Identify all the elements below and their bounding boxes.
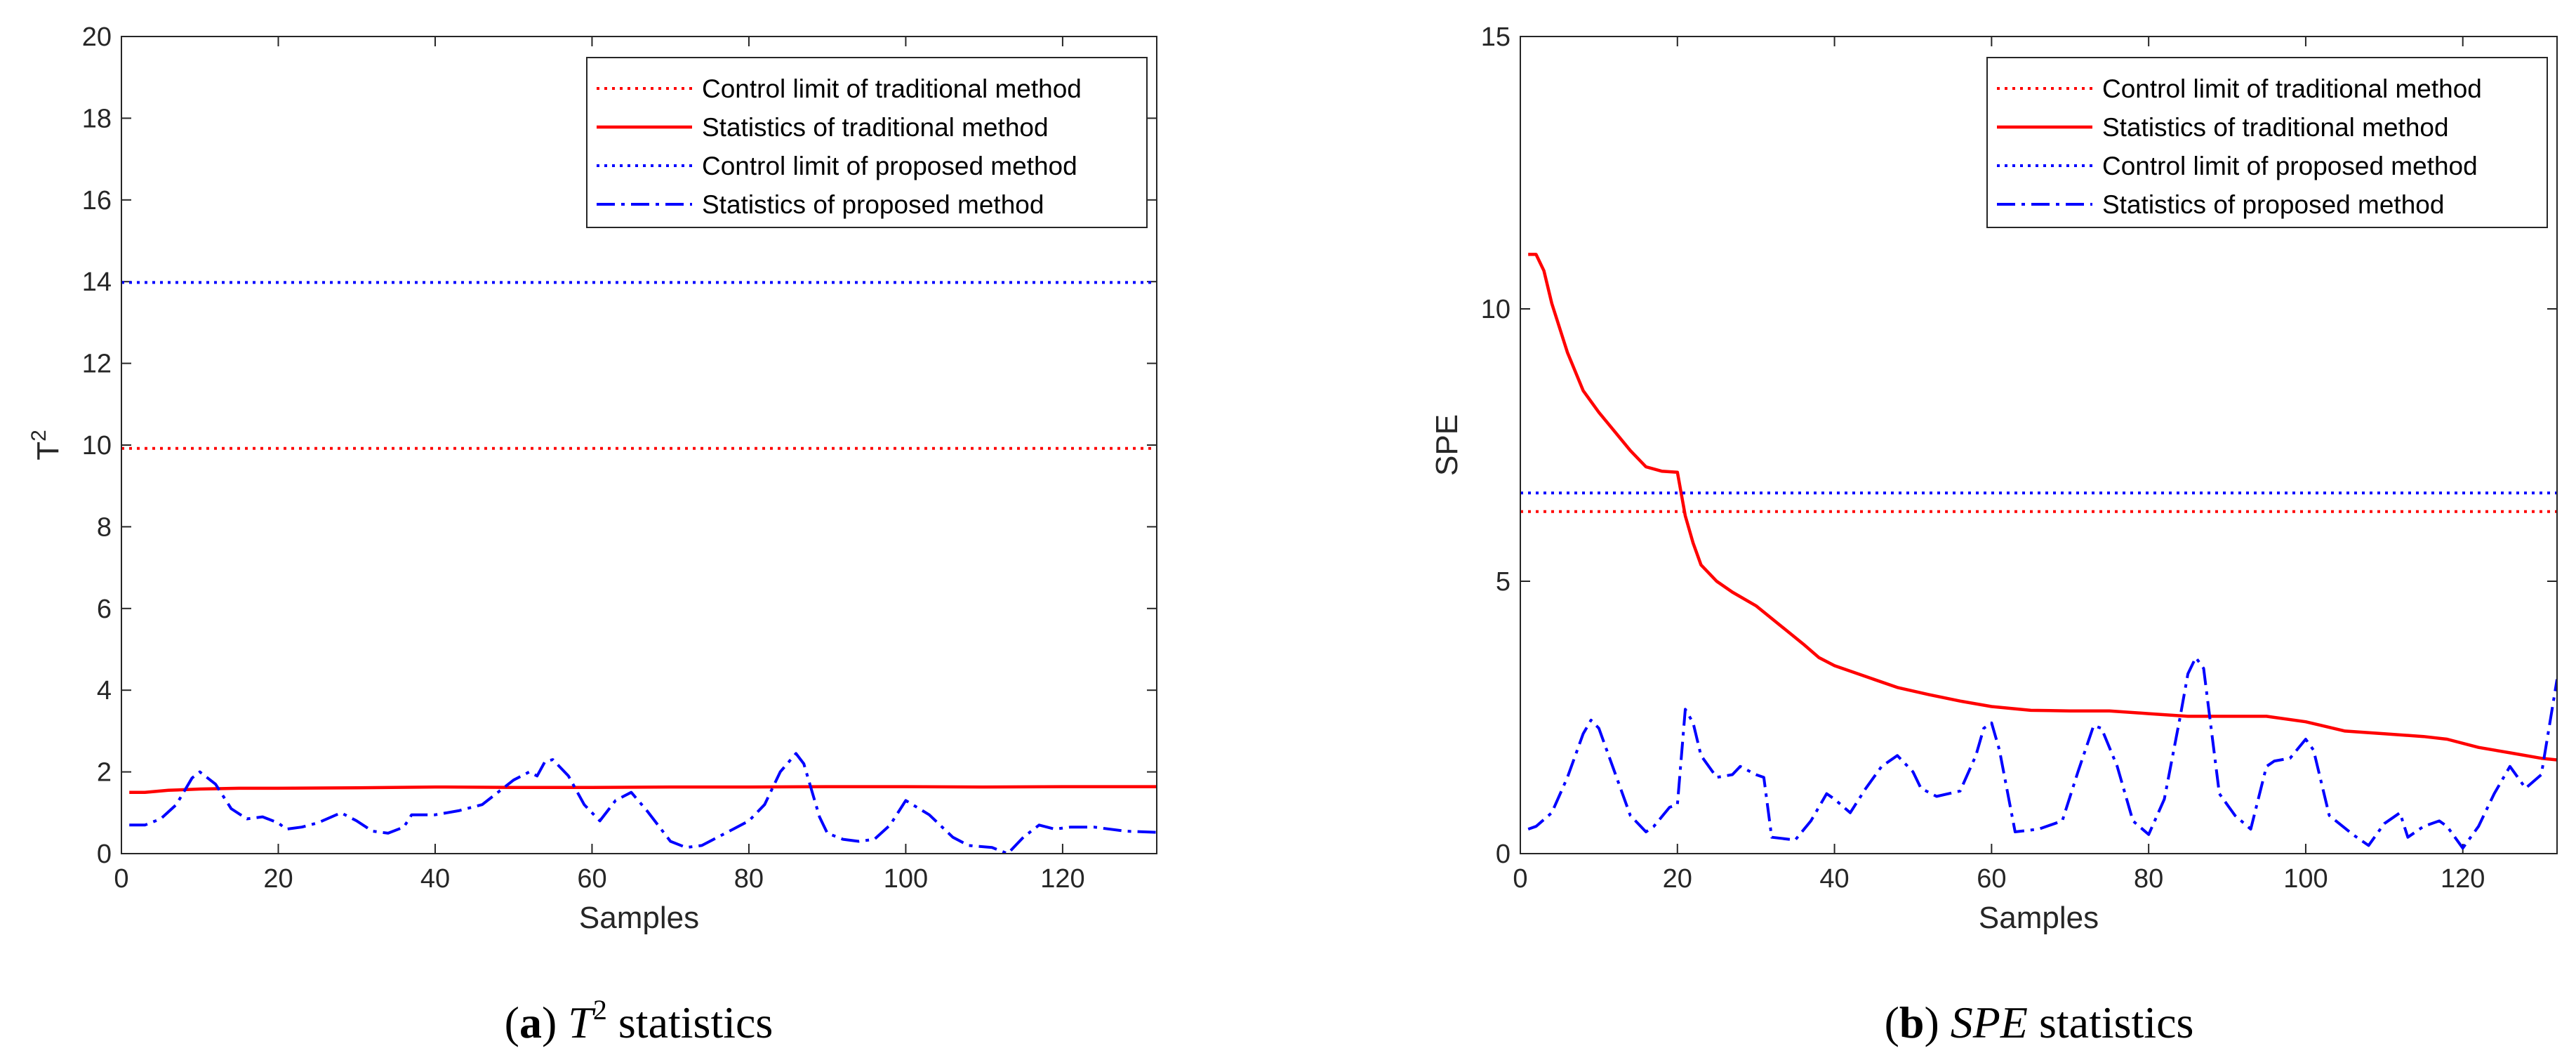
x-tick-label: 0	[1513, 864, 1527, 894]
caption-letter: a	[519, 998, 542, 1047]
y-tick-label: 16	[82, 186, 112, 216]
legend-label: Statistics of proposed method	[2102, 190, 2444, 219]
caption-paren-open: (	[505, 998, 519, 1047]
y-axis-label-superscript: 2	[27, 430, 51, 442]
y-tick-label: 0	[97, 840, 112, 869]
x-tick-label: 40	[1819, 864, 1849, 894]
caption-paren-close: )	[542, 998, 568, 1047]
legend-label: Statistics of traditional method	[702, 113, 1049, 142]
x-tick-label: 120	[1040, 864, 1084, 894]
caption-rest: statistics	[607, 998, 773, 1047]
y-tick-label: 5	[1496, 567, 1511, 597]
caption-symbol: T	[568, 998, 596, 1047]
x-tick-label: 120	[2441, 864, 2485, 894]
caption-superscript: 2	[593, 994, 607, 1026]
legend-label: Statistics of proposed method	[702, 190, 1044, 219]
y-tick-label: 6	[97, 595, 112, 624]
legend-label: Control limit of traditional method	[702, 74, 1082, 103]
y-axis-label-main: SPE	[1430, 414, 1464, 476]
series-line-statistics-of-traditional-method	[1528, 253, 2557, 762]
x-axis-label: Samples	[579, 901, 699, 935]
caption-paren-open: (	[1885, 998, 1899, 1047]
axes-frame	[1520, 36, 2558, 854]
x-tick-label: 20	[1663, 864, 1692, 894]
series-line-statistics-of-traditional-method	[129, 785, 1157, 794]
x-tick-label: 100	[2283, 864, 2328, 894]
legend-label: Control limit of traditional method	[2102, 74, 2482, 103]
legend-box	[1986, 57, 2548, 228]
legend-box	[586, 57, 1148, 228]
legend-label: Statistics of traditional method	[2102, 113, 2449, 142]
x-tick-label: 60	[577, 864, 606, 894]
y-tick-label: 0	[1496, 840, 1511, 869]
panel-b-spe-chart: 0 20 40 60 80 100 120 0 5 10 15 Samples SPE Control l…	[1430, 22, 2558, 1047]
y-tick-label: 4	[97, 676, 112, 705]
axes-frame	[121, 36, 1157, 854]
legend-label: Control limit of proposed method	[2102, 152, 2478, 180]
legend: Control limit of traditional method Stati…	[1986, 57, 2548, 228]
y-axis-label: T2	[27, 430, 65, 461]
x-tick-label: 80	[2134, 864, 2163, 894]
x-tick-label: 60	[1977, 864, 2006, 894]
series-line-statistics-of-proposed-method	[129, 752, 1157, 854]
panel-a-t2-chart: 0 20 40 60 80 100 120 0 2 4 6 8 10 12 14 16 18 20 Samples T…	[27, 22, 1157, 1047]
x-tick-label: 40	[420, 864, 450, 894]
series-line-statistics-of-proposed-method	[1527, 656, 2557, 850]
panel-caption: (a) T2 statistics	[505, 994, 774, 1047]
caption-rest: statistics	[2028, 998, 2193, 1047]
y-tick-label: 10	[1481, 295, 1511, 324]
y-axis-label: SPE	[1430, 414, 1464, 476]
panel-caption: (b) SPE statistics	[1885, 998, 2194, 1047]
y-tick-label: 8	[97, 512, 112, 542]
y-tick-label: 15	[1481, 22, 1511, 52]
y-axis-label-main: T	[31, 442, 65, 461]
x-tick-label: 100	[884, 864, 928, 894]
x-tick-label: 80	[734, 864, 764, 894]
caption-symbol: SPE	[1951, 998, 2028, 1047]
y-tick-label: 20	[82, 22, 112, 52]
legend: Control limit of traditional method Stati…	[586, 57, 1148, 228]
x-tick-label: 20	[263, 864, 293, 894]
caption-paren-close: )	[1924, 998, 1950, 1047]
y-tick-label: 12	[82, 350, 112, 379]
x-axis-label: Samples	[1979, 901, 2099, 935]
legend-label: Control limit of proposed method	[702, 152, 1077, 180]
y-tick-label: 10	[82, 431, 112, 461]
x-tick-label: 0	[114, 864, 128, 894]
caption-letter: b	[1899, 998, 1925, 1047]
y-tick-label: 18	[82, 104, 112, 133]
y-tick-label: 2	[97, 758, 112, 788]
y-tick-label: 14	[82, 267, 112, 297]
